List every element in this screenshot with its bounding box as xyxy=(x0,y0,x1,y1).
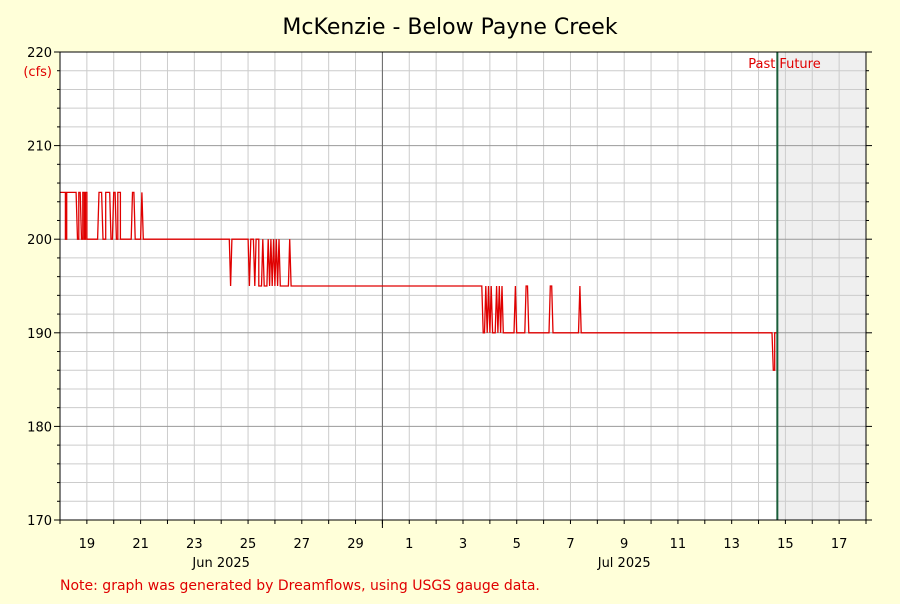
x-tick-label: 7 xyxy=(566,537,574,552)
x-month-label: Jun 2025 xyxy=(191,556,250,571)
footnote: Note: graph was generated by Dreamflows,… xyxy=(60,578,540,594)
future-label: Future xyxy=(779,57,820,72)
x-tick-label: 27 xyxy=(294,537,311,552)
x-tick-label: 15 xyxy=(777,537,794,552)
series-line xyxy=(60,191,778,371)
future-region xyxy=(777,52,866,520)
x-tick-label: 11 xyxy=(670,537,687,552)
y-tick-label: 220 xyxy=(27,46,52,61)
x-tick-label: 13 xyxy=(723,537,740,552)
x-tick-label: 3 xyxy=(459,537,467,552)
x-tick-label: 19 xyxy=(79,537,96,552)
chart-title: McKenzie - Below Payne Creek xyxy=(282,15,617,40)
y-tick-label: 190 xyxy=(27,327,52,342)
y-tick-label: 210 xyxy=(27,140,52,155)
past-label: Past xyxy=(748,57,775,72)
y-tick-label: 180 xyxy=(27,420,52,435)
x-tick-label: 5 xyxy=(513,537,521,552)
x-tick-label: 25 xyxy=(240,537,257,552)
y-tick-label: 200 xyxy=(27,233,52,248)
x-tick-label: 23 xyxy=(186,537,203,552)
x-month-label: Jul 2025 xyxy=(597,556,651,571)
x-tick-label: 9 xyxy=(620,537,628,552)
x-tick-label: 1 xyxy=(405,537,413,552)
x-tick-label: 17 xyxy=(831,537,848,552)
x-tick-label: 21 xyxy=(132,537,149,552)
y-tick-label: 170 xyxy=(27,514,52,529)
x-tick-label: 29 xyxy=(347,537,364,552)
y-axis-unit-label: (cfs) xyxy=(23,65,52,80)
